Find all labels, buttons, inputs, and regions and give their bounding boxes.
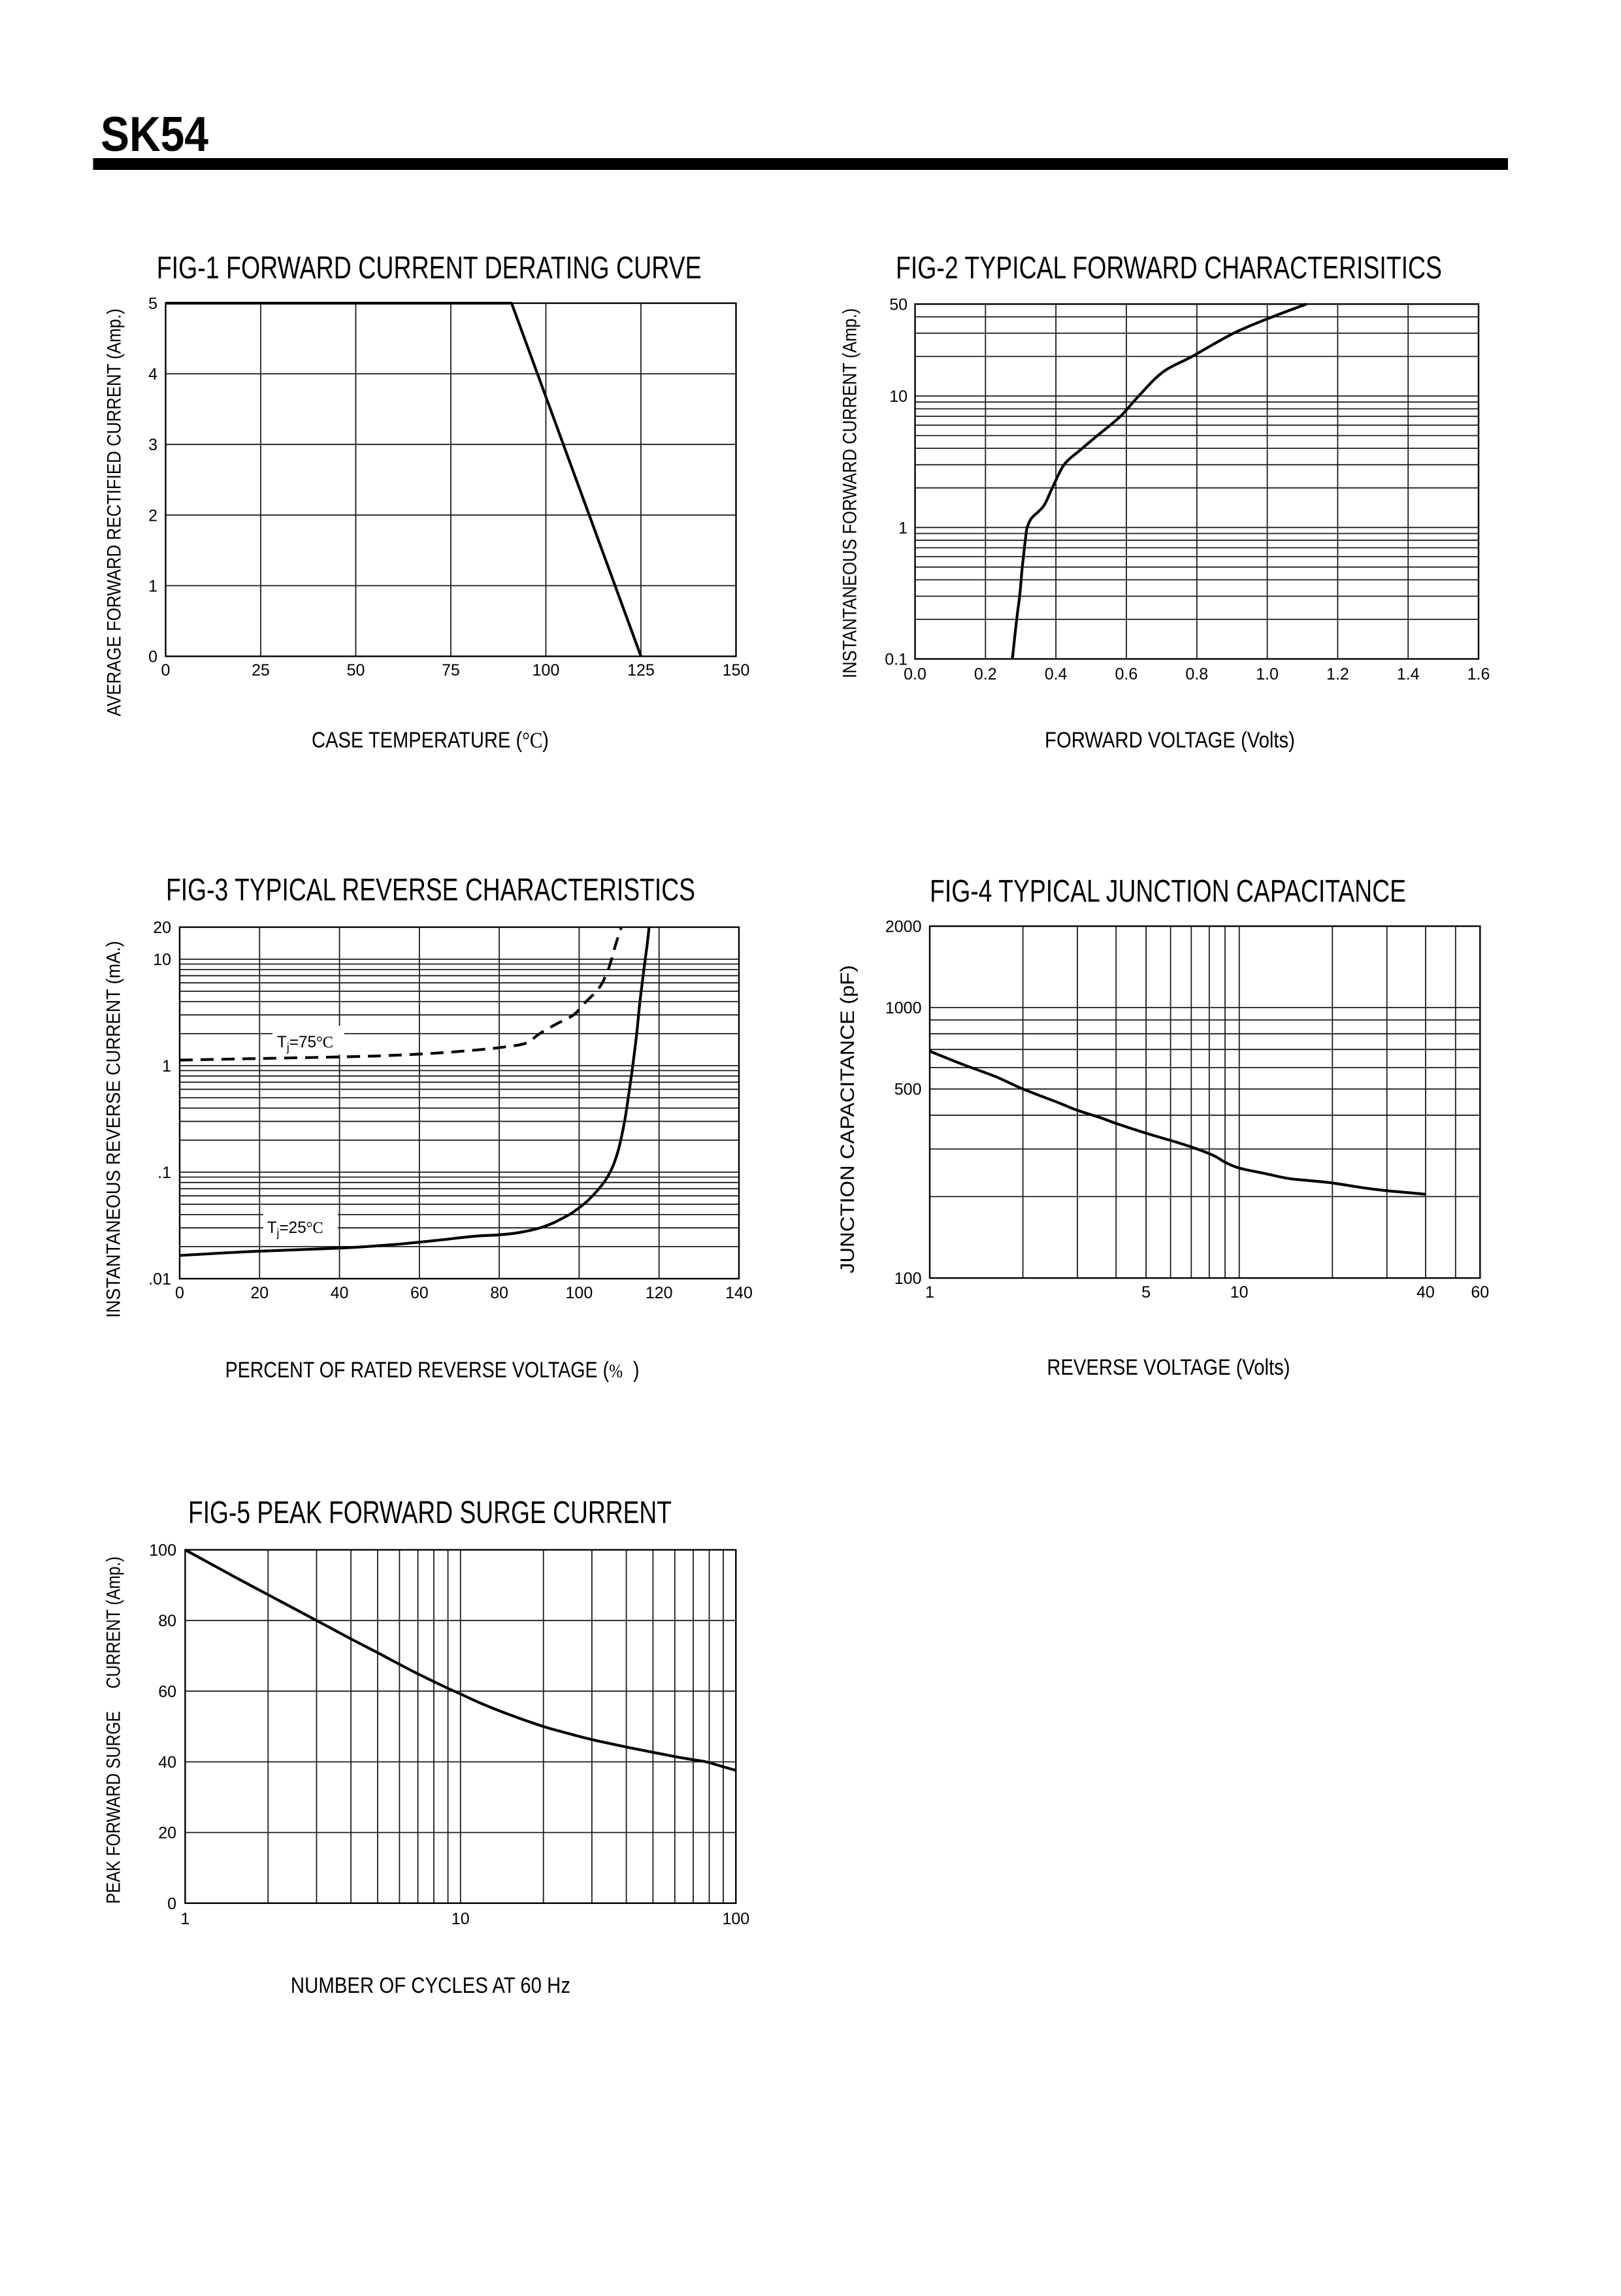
svg-text:0.4: 0.4 [1045,665,1068,683]
svg-text:1: 1 [898,519,908,537]
svg-text:40: 40 [331,1284,349,1302]
svg-text:10: 10 [1230,1283,1249,1302]
svg-text:20: 20 [153,919,171,937]
svg-text:80: 80 [158,1612,176,1630]
svg-text:4: 4 [148,365,157,384]
svg-text:REVERSE VOLTAGE (Volts): REVERSE VOLTAGE (Volts) [1047,1354,1290,1380]
svg-text:100: 100 [894,1270,922,1288]
svg-text:2000: 2000 [885,918,922,936]
svg-text:80: 80 [490,1284,508,1302]
svg-text:FORWARD VOLTAGE (Volts): FORWARD VOLTAGE (Volts) [1045,727,1295,753]
svg-text:Tj​=75°C: Tj​=75°C [277,1034,333,1054]
svg-text:FIG-5 PEAK FORWARD SURGE CURRE: FIG-5 PEAK FORWARD SURGE CURRENT [188,1496,672,1531]
svg-text:60: 60 [410,1284,429,1302]
svg-text:100: 100 [149,1541,176,1560]
svg-text:10: 10 [451,1910,470,1928]
svg-text:150: 150 [723,661,750,680]
svg-text:PEAK FORWARD SURGE CURRENT: PEAK FORWARD SURGE CURRENT (Amp.) [102,1556,124,1903]
svg-text:100: 100 [566,1284,593,1302]
svg-text:100: 100 [722,1910,749,1928]
svg-text:120: 120 [646,1284,673,1302]
svg-text:1.6: 1.6 [1467,665,1490,683]
svg-text:SK54: SK54 [101,107,208,161]
svg-text:0.1: 0.1 [885,651,908,669]
svg-text:INSTANTANEOUS REVERSE CURRENT: INSTANTANEOUS REVERSE CURRENT (mA.) [103,941,125,1318]
svg-text:0: 0 [167,1895,176,1913]
svg-text:0.8: 0.8 [1185,665,1208,683]
svg-text:NUMBER OF CYCLES AT 60 Hz: NUMBER OF CYCLES AT 60 Hz [291,1973,570,1998]
svg-text:FIG-2 TYPICAL FORWARD CHARACTE: FIG-2 TYPICAL FORWARD CHARACTERISITICS [896,251,1442,286]
svg-text:PERCENT OF RATED REVERSE VOLTA: PERCENT OF RATED REVERSE VOLTAGE (% ) [225,1358,640,1383]
svg-text:1.0: 1.0 [1256,665,1279,683]
svg-text:0: 0 [175,1284,184,1302]
svg-text:.01: .01 [148,1270,171,1288]
svg-text:FIG-4 TYPICAL JUNCTION CAPACIT: FIG-4 TYPICAL JUNCTION CAPACITANCE [930,874,1406,910]
svg-text:JUNCTION CAPACITANCE (pF): JUNCTION CAPACITANCE (pF) [836,965,858,1273]
svg-text:50: 50 [347,661,365,680]
svg-text:60: 60 [158,1682,176,1701]
svg-text:1: 1 [925,1283,934,1302]
svg-text:FIG-1 FORWARD CURRENT DERATING: FIG-1 FORWARD CURRENT DERATING CURVE [157,251,702,286]
svg-text:10: 10 [889,387,908,406]
svg-text:.1: .1 [157,1164,171,1182]
svg-text:50: 50 [889,295,908,314]
svg-text:Tj​=25°C: Tj​=25°C [267,1219,323,1239]
svg-text:INSTANTANEOUS FORWARD CURRENT: INSTANTANEOUS FORWARD CURRENT (Amp.) [838,308,860,678]
svg-text:3: 3 [148,436,157,454]
svg-text:125: 125 [627,661,655,680]
svg-text:20: 20 [158,1824,176,1843]
svg-text:0.0: 0.0 [904,665,926,683]
svg-text:CASE TEMPERATURE (°C): CASE TEMPERATURE (°C) [312,727,549,753]
svg-text:5: 5 [1141,1283,1151,1302]
svg-text:0: 0 [148,648,157,666]
svg-text:0.6: 0.6 [1115,665,1138,683]
svg-text:1: 1 [180,1910,189,1928]
svg-text:2: 2 [148,506,157,525]
svg-text:140: 140 [725,1284,753,1302]
svg-text:1.4: 1.4 [1397,665,1420,683]
svg-text:40: 40 [158,1754,176,1772]
svg-text:1000: 1000 [885,999,922,1017]
svg-text:20: 20 [250,1284,269,1302]
svg-text:25: 25 [252,661,270,680]
svg-text:AVERAGE FORWARD RECTIFIED CURR: AVERAGE FORWARD RECTIFIED CURRENT (Amp.) [103,308,125,716]
svg-text:0: 0 [161,661,171,680]
svg-text:FIG-3 TYPICAL REVERSE CHARACTE: FIG-3 TYPICAL REVERSE CHARACTERISTICS [166,873,695,908]
svg-text:0.2: 0.2 [974,665,997,683]
svg-text:500: 500 [894,1081,922,1099]
svg-text:40: 40 [1416,1283,1435,1302]
svg-text:1: 1 [162,1057,171,1075]
svg-text:60: 60 [1471,1283,1489,1302]
svg-text:5: 5 [148,295,157,313]
svg-text:1.2: 1.2 [1326,665,1349,683]
svg-text:100: 100 [532,661,560,680]
svg-text:75: 75 [442,661,460,680]
svg-text:1: 1 [148,577,157,595]
svg-text:10: 10 [153,951,171,969]
